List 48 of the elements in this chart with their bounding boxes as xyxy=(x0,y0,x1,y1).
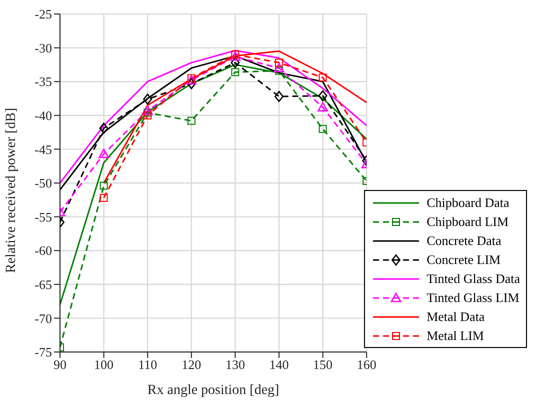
legend-label: Chipboard LIM xyxy=(426,214,509,230)
point xyxy=(274,58,283,67)
point xyxy=(144,108,152,117)
point xyxy=(99,122,108,134)
y-tick-label: -75 xyxy=(34,344,52,360)
point xyxy=(274,90,284,102)
y-tick-label: -45 xyxy=(34,142,52,157)
point xyxy=(100,194,108,202)
point xyxy=(144,111,152,120)
point xyxy=(318,102,328,112)
legend-label: Concrete Data xyxy=(426,232,502,248)
legend-label: Concrete LIM xyxy=(426,252,501,268)
point xyxy=(142,105,153,115)
y-tick-label: -70 xyxy=(34,310,52,326)
y-tick-label: -60 xyxy=(34,243,52,258)
y-axis-title: Relative received power [dB] xyxy=(4,108,19,273)
x-tick-label: 100 xyxy=(94,357,114,372)
point xyxy=(318,74,327,82)
point xyxy=(187,116,196,125)
point xyxy=(318,90,328,102)
legend-label: Tinted Glass Data xyxy=(426,270,520,286)
x-tick-label: 160 xyxy=(356,357,376,372)
legend-label: Metal LIM xyxy=(426,328,484,344)
y-tick-label: -65 xyxy=(34,277,52,292)
x-tick-label: 110 xyxy=(138,357,158,372)
x-tick-label: 140 xyxy=(269,357,289,372)
y-tick-label: -30 xyxy=(34,40,52,56)
point xyxy=(98,148,109,158)
point xyxy=(100,182,108,190)
y-tick-label: -35 xyxy=(34,74,52,90)
point xyxy=(274,62,284,72)
x-tick-label: 120 xyxy=(182,357,202,372)
y-tick-label: -25 xyxy=(34,6,52,22)
x-tick-label: 90 xyxy=(54,357,66,372)
point xyxy=(231,68,240,76)
y-tick-label: -40 xyxy=(34,108,52,124)
y-tick-label: -50 xyxy=(34,176,52,191)
x-tick-label: 130 xyxy=(225,357,245,372)
x-tick-label: 150 xyxy=(313,357,333,372)
x-axis-title: Rx angle position [deg] xyxy=(147,383,280,398)
legend-label: Tinted Glass LIM xyxy=(426,290,520,306)
point xyxy=(230,57,240,68)
y-tick-label: -55 xyxy=(34,209,52,224)
point xyxy=(186,78,196,90)
point xyxy=(143,94,152,105)
legend-label: Metal Data xyxy=(426,308,485,324)
legend-label: Chipboard Data xyxy=(426,194,510,210)
point xyxy=(318,124,327,133)
